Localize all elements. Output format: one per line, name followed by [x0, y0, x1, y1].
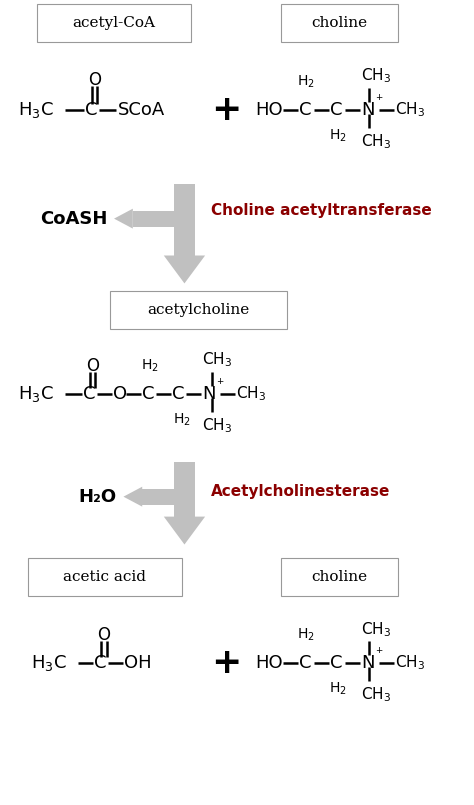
Text: $^+$: $^+$: [374, 93, 384, 106]
Text: CH$_3$: CH$_3$: [361, 133, 391, 151]
Text: CH$_3$: CH$_3$: [361, 620, 391, 638]
Text: O: O: [113, 385, 127, 403]
Text: choline: choline: [311, 16, 367, 31]
Text: N: N: [361, 654, 374, 672]
Text: N: N: [202, 385, 216, 403]
Text: H$_3$C: H$_3$C: [31, 653, 67, 673]
Text: C: C: [330, 101, 343, 119]
Text: N: N: [361, 101, 374, 119]
FancyBboxPatch shape: [37, 4, 191, 42]
Text: O: O: [86, 357, 99, 375]
Polygon shape: [142, 489, 174, 505]
Text: O: O: [88, 71, 101, 89]
Polygon shape: [164, 517, 205, 544]
Text: C: C: [85, 101, 98, 119]
Text: C: C: [330, 654, 343, 672]
Text: H$_2$: H$_2$: [328, 128, 346, 144]
Text: C: C: [83, 385, 96, 403]
Polygon shape: [114, 208, 133, 229]
Text: H$_2$: H$_2$: [297, 627, 314, 643]
Text: CH$_3$: CH$_3$: [395, 101, 425, 119]
Text: choline: choline: [311, 571, 367, 584]
FancyBboxPatch shape: [281, 4, 398, 42]
Text: HO: HO: [255, 101, 283, 119]
Text: C: C: [172, 385, 185, 403]
Text: Acetylcholinesterase: Acetylcholinesterase: [211, 484, 390, 499]
Text: O: O: [97, 626, 110, 644]
Text: C: C: [299, 654, 311, 672]
Text: CH$_3$: CH$_3$: [361, 67, 391, 85]
Text: $^+$: $^+$: [374, 646, 384, 659]
Text: HO: HO: [255, 654, 283, 672]
Text: SCoA: SCoA: [118, 101, 165, 119]
Polygon shape: [133, 211, 174, 227]
Text: H$_2$: H$_2$: [173, 411, 191, 428]
FancyBboxPatch shape: [281, 559, 398, 597]
Text: +: +: [211, 93, 242, 127]
Text: H₂O: H₂O: [79, 488, 117, 506]
Text: acetyl-CoA: acetyl-CoA: [73, 16, 155, 31]
Text: CH$_3$: CH$_3$: [395, 654, 425, 672]
Text: CoASH: CoASH: [40, 209, 108, 228]
Text: C: C: [299, 101, 311, 119]
Text: CH$_3$: CH$_3$: [361, 686, 391, 704]
Text: C: C: [94, 654, 107, 672]
Text: H$_3$C: H$_3$C: [18, 100, 54, 120]
Text: acetylcholine: acetylcholine: [147, 303, 250, 317]
Text: H$_2$: H$_2$: [328, 681, 346, 697]
Text: H$_3$C: H$_3$C: [18, 384, 54, 404]
Text: H$_2$: H$_2$: [141, 358, 159, 374]
Polygon shape: [174, 184, 195, 255]
Text: OH: OH: [124, 654, 152, 672]
Polygon shape: [123, 487, 142, 506]
Polygon shape: [164, 255, 205, 283]
FancyBboxPatch shape: [110, 291, 287, 329]
Text: CH$_3$: CH$_3$: [236, 385, 266, 403]
Text: +: +: [211, 646, 242, 680]
Text: H$_2$: H$_2$: [297, 74, 314, 90]
Text: Choline acetyltransferase: Choline acetyltransferase: [211, 203, 431, 218]
Text: C: C: [142, 385, 155, 403]
FancyBboxPatch shape: [27, 559, 182, 597]
Text: CH$_3$: CH$_3$: [202, 351, 232, 369]
Polygon shape: [174, 462, 195, 517]
Text: acetic acid: acetic acid: [63, 571, 146, 584]
Text: CH$_3$: CH$_3$: [202, 416, 232, 436]
Text: $^+$: $^+$: [216, 378, 226, 390]
